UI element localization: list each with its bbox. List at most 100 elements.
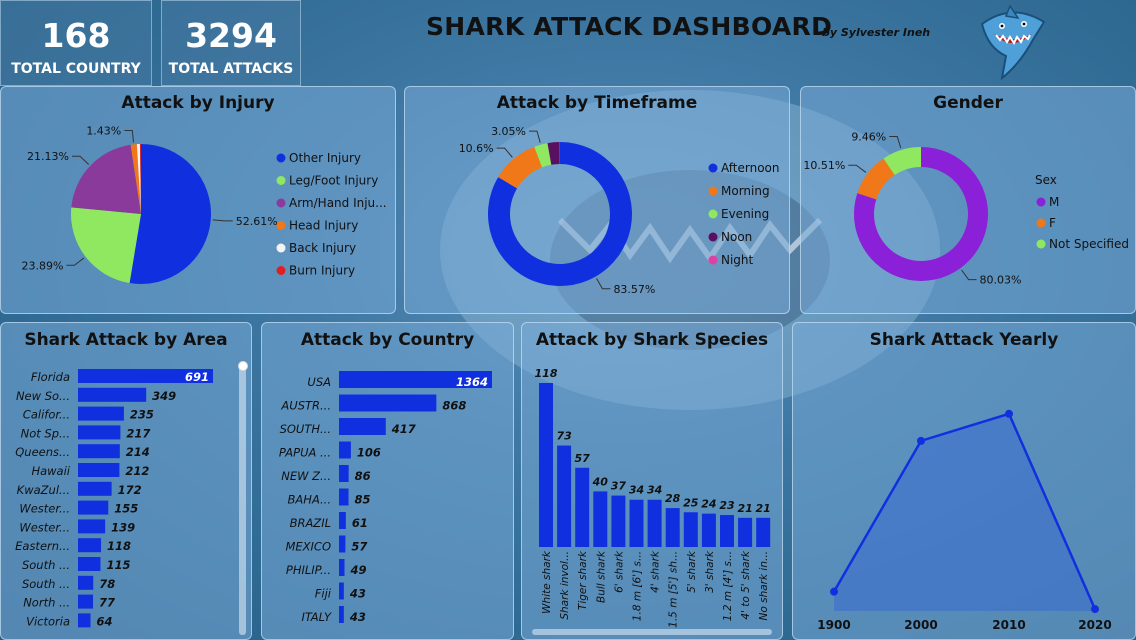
category-label: KwaZul...	[17, 483, 70, 497]
data-label: 83.57%	[613, 283, 655, 296]
bar-12	[756, 517, 771, 547]
chart-title: Attack by Shark Species	[535, 330, 769, 350]
bar-4	[611, 495, 626, 547]
category-label: PAPUA ...	[279, 446, 331, 460]
data-label: 77	[99, 596, 115, 610]
data-label: 57	[575, 452, 591, 465]
bar-4	[78, 444, 120, 459]
pie-slice-back-injury	[136, 144, 141, 214]
data-label: 85	[355, 493, 371, 507]
category-label: Hawaii	[31, 464, 70, 478]
chart-title: Gender	[933, 93, 1003, 113]
category-label: Victoria	[26, 614, 70, 628]
data-label: 24	[701, 498, 716, 511]
bar-10	[720, 515, 734, 547]
data-label: 212	[125, 464, 149, 478]
data-label: 118	[107, 539, 131, 553]
x-tick-label: 2020	[1078, 618, 1111, 632]
kpi-label: TOTAL ATTACKS	[168, 61, 294, 77]
category-label: 1.5 m [5'] sh...	[668, 551, 680, 628]
shark-logo-icon	[980, 4, 1046, 81]
pie-slice-other-injury	[129, 144, 212, 284]
bar-1	[78, 387, 147, 402]
data-label: 9.46%	[851, 131, 886, 144]
data-label: 49	[349, 563, 366, 577]
category-label: Wester...	[19, 520, 70, 534]
category-label: North ...	[23, 596, 70, 610]
chart-title: Attack by Timeframe	[496, 93, 698, 113]
category-label: AUSTR...	[280, 399, 331, 413]
legend-marker	[708, 255, 718, 265]
bar-5	[339, 488, 349, 506]
legend-item: Morning	[721, 184, 770, 198]
panel-attack-by-country: Attack by Country USA 1364 AUSTR... 868 SOUT…	[261, 322, 514, 640]
legend-item: Head Injury	[289, 219, 358, 233]
legend-item: F	[1049, 216, 1056, 230]
data-label: 1.43%	[86, 124, 121, 137]
category-label: Florida	[31, 370, 70, 384]
legend-marker	[1036, 197, 1046, 207]
bar-1	[339, 394, 437, 412]
x-tick-label: 1900	[817, 618, 850, 632]
data-label: 28	[665, 492, 681, 505]
bar-2	[575, 467, 590, 547]
species-bar-chart: 118 White shark 73 Shark invol... 57 Tiger sh…	[535, 367, 771, 628]
data-label: 52.61%	[236, 215, 278, 228]
bar-10	[339, 606, 344, 623]
species-scrollbar[interactable]	[532, 629, 772, 635]
panel-attack-yearly: Shark Attack Yearly 1900 2000 2010 2020	[792, 322, 1136, 640]
category-label: Bull shark	[595, 550, 607, 603]
bar-8	[339, 559, 345, 576]
category-label: 5' shark	[686, 550, 698, 593]
category-label: Fiji	[315, 587, 332, 601]
legend-item: Night	[721, 253, 754, 267]
area-scrollbar[interactable]	[239, 363, 246, 635]
data-label: 34	[629, 484, 644, 497]
pie-slice-f	[857, 158, 895, 200]
scroll-handle[interactable]	[238, 361, 248, 371]
data-label: 3.05%	[491, 125, 526, 138]
bar-2	[78, 406, 124, 421]
bar-1	[557, 445, 572, 547]
category-label: Queens...	[15, 445, 70, 459]
data-label: 80.03%	[980, 274, 1022, 287]
pie-slice-arm-hand-inju-	[71, 144, 141, 214]
data-point	[917, 436, 925, 445]
chart-title: Attack by Injury	[121, 93, 275, 113]
category-label: Wester...	[19, 502, 70, 516]
leader-line	[889, 136, 902, 149]
kpi-value: 3294	[185, 16, 277, 55]
legend-item: Back Injury	[289, 241, 356, 255]
bar-0	[339, 371, 492, 388]
pie-slice-morning	[498, 146, 543, 189]
category-label: SOUTH...	[280, 422, 331, 436]
legend-marker	[276, 243, 286, 253]
panel-gender: Gender 80.03% 10.51% 9.46% Sex M F Not Specifi…	[800, 86, 1136, 314]
category-label: 1.2 m [4'] s...	[722, 551, 734, 621]
pie-slice-afternoon	[488, 142, 632, 286]
bar-7	[78, 500, 109, 515]
chart-title: Shark Attack by Area	[24, 330, 228, 350]
data-label: 34	[647, 484, 662, 497]
category-label: Tiger shark	[577, 550, 589, 610]
data-point	[830, 587, 838, 596]
bar-3	[339, 441, 351, 459]
data-point	[1091, 605, 1099, 614]
category-label: 3' shark	[704, 550, 716, 593]
bar-0	[78, 369, 213, 383]
leader-line	[961, 269, 977, 281]
bar-13	[78, 613, 91, 628]
data-label: 349	[152, 389, 176, 403]
bar-9	[339, 582, 344, 600]
category-label: 4' to 5' shark	[740, 550, 752, 620]
gender-donut-chart: 80.03% 10.51% 9.46% Sex MF Not Specified	[803, 131, 1129, 287]
category-label: New So...	[16, 389, 70, 403]
bar-2	[339, 418, 386, 435]
data-label: 78	[99, 577, 115, 591]
data-label: 21	[756, 502, 771, 515]
series-line	[832, 412, 1097, 610]
data-label: 691	[185, 370, 209, 384]
category-label: South ...	[22, 577, 70, 591]
legend-item: Arm/Hand Inju...	[289, 196, 387, 210]
legend-marker	[708, 163, 718, 173]
